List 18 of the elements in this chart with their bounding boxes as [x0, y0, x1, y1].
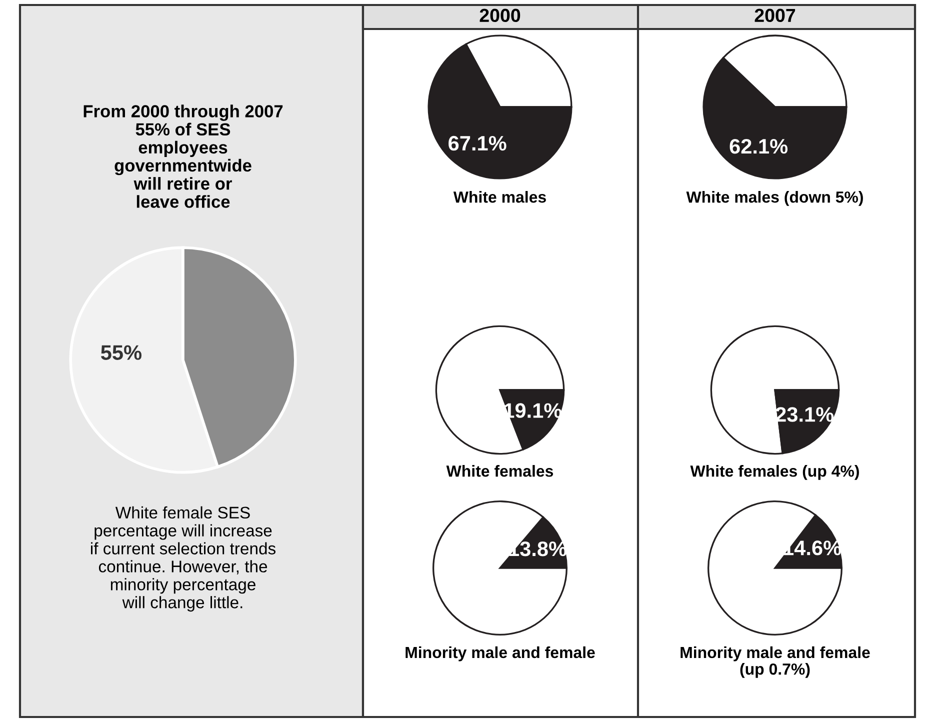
pie-slice	[708, 500, 842, 636]
text: Minority male and female	[406, 646, 595, 662]
chart-title: From 2000 through 2007 55% of SES employees governmentwide will retire or leave office	[84, 104, 283, 208]
chart-title: 2007	[754, 8, 796, 22]
data-label: 62.1%	[730, 138, 788, 154]
text: White females (up 4%)	[690, 465, 859, 480]
data-label: 55%	[100, 345, 142, 360]
data-label: 23.1%	[776, 407, 834, 422]
pie-slice	[710, 325, 840, 455]
pie-slice	[435, 325, 565, 455]
text: White males (down 5%)	[686, 191, 863, 206]
data-label: 67.1%	[448, 136, 506, 151]
text: White females	[446, 465, 554, 477]
text: Minority male and female (up 0.7%)	[680, 646, 870, 678]
text: White female SES percentage will increase if current selection trends continue. However, the minority percentage will change little.	[91, 506, 276, 612]
chart-title: 2000	[480, 8, 520, 22]
text: White males	[453, 191, 546, 203]
pie-slice	[432, 500, 568, 636]
